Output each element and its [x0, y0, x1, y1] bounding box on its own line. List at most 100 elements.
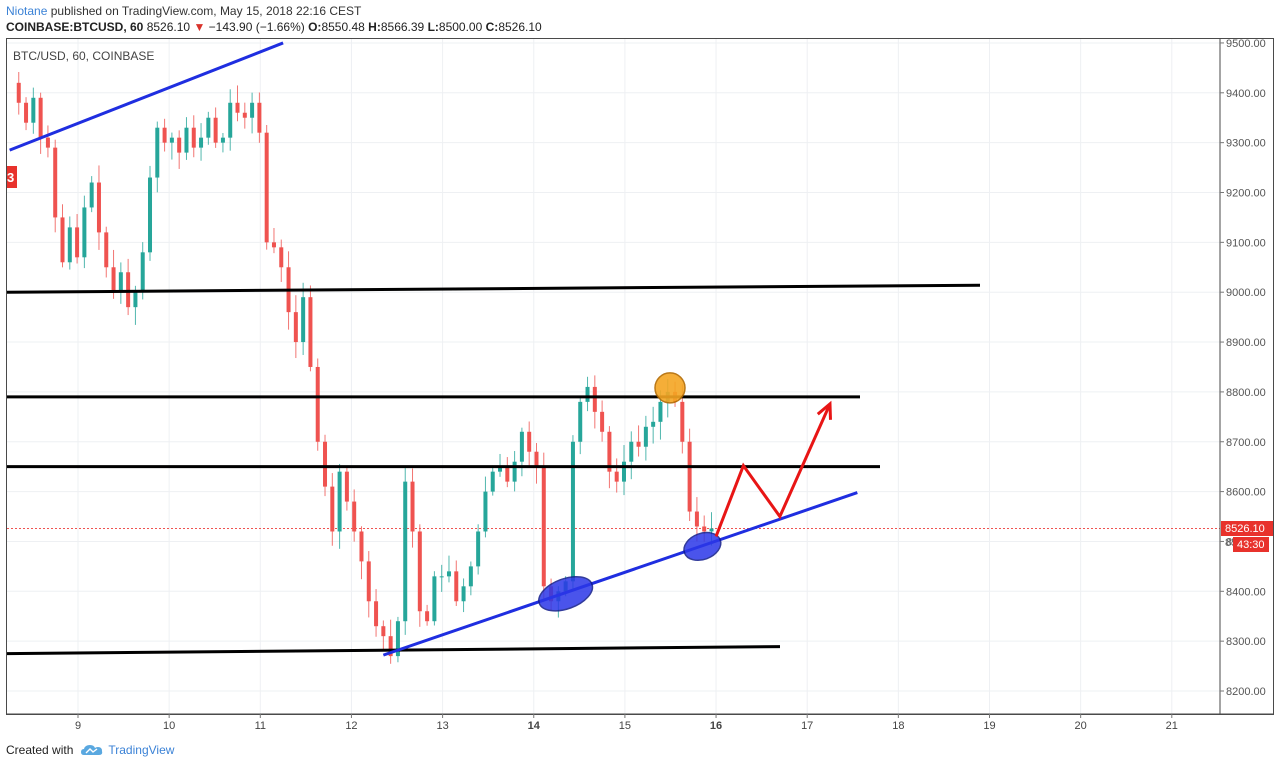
candle-body: [199, 137, 204, 148]
candle-body: [359, 531, 364, 562]
candle-body: [308, 297, 313, 367]
candle-body: [410, 481, 415, 532]
candle-body: [293, 312, 298, 343]
price-badges: 8526.10 85 43:30: [1221, 521, 1273, 552]
open-value: 8550.48: [321, 20, 365, 34]
resistance-touch-marker: [654, 372, 686, 404]
candle-body: [169, 137, 174, 143]
publish-info: published on TradingView.com, May 15, 20…: [50, 4, 362, 18]
candle-body: [60, 217, 65, 263]
candle-body: [323, 441, 328, 487]
chart-drawings: [7, 41, 981, 657]
quote-line: COINBASE:BTCUSD, 60 8526.10 ▼ −143.90 (−…: [6, 19, 542, 35]
price-tick-label: 8900.00: [1226, 337, 1266, 349]
candle-body: [417, 531, 422, 612]
support-trendline: [382, 491, 858, 657]
candle-body: [374, 601, 379, 627]
candle-body: [446, 571, 451, 577]
candle-body: [133, 292, 138, 308]
time-tick-label: 20: [1075, 720, 1087, 732]
candle-body: [31, 97, 36, 123]
candle-body: [38, 97, 43, 138]
candle-body: [403, 481, 408, 622]
candle-body: [621, 461, 626, 482]
candles: [16, 71, 714, 664]
candle-body: [476, 531, 481, 567]
candle-body: [388, 636, 393, 657]
candle-body: [177, 137, 182, 153]
price-tick-label: 9200.00: [1226, 188, 1266, 200]
tradingview-link[interactable]: TradingView: [108, 743, 175, 757]
time-tick-label: 17: [801, 720, 813, 732]
support-touch-marker: [538, 576, 594, 612]
time-axis[interactable]: 9 10 11 12 13 14 15 16 17 18 19 20 21: [75, 714, 1178, 732]
candle-body: [702, 526, 707, 532]
candle-body: [264, 132, 269, 243]
candle-body: [512, 461, 517, 482]
low-value: 8500.00: [438, 20, 483, 34]
candle-body: [395, 621, 400, 657]
time-tick-label: 16: [710, 720, 722, 732]
price-tick-label: 9400.00: [1226, 88, 1266, 100]
time-tick-label: 14: [528, 720, 541, 732]
candle-body: [629, 441, 634, 462]
candle-body: [111, 267, 116, 293]
time-tick-label: 13: [436, 720, 448, 732]
candle-body: [352, 501, 357, 532]
candle-body: [534, 451, 539, 467]
candle-body: [381, 626, 386, 637]
price-tick-label: 9100.00: [1226, 237, 1266, 249]
candle-body: [89, 182, 94, 208]
edge-badge: 3: [7, 166, 17, 188]
price-tick-label: 8700.00: [1226, 437, 1266, 449]
high-value: 8566.39: [380, 20, 425, 34]
candle-body: [184, 127, 189, 153]
candle-body: [490, 471, 495, 492]
candle-body: [337, 471, 342, 532]
change-arrow-icon: ▼: [193, 20, 206, 34]
candle-body: [213, 117, 218, 143]
candle-body: [651, 421, 656, 427]
price-tick-label: 9300.00: [1226, 138, 1266, 150]
candle-body: [75, 227, 80, 258]
candle-body: [570, 441, 575, 582]
price-tick-label: 8300.00: [1226, 636, 1266, 648]
candle-body: [527, 431, 532, 452]
candle-body: [636, 441, 641, 447]
horizontal-level-line: [7, 283, 981, 294]
candle-body: [191, 127, 196, 148]
time-tick-label: 15: [619, 720, 631, 732]
close-label: C:: [485, 20, 499, 34]
time-tick-label: 9: [75, 720, 81, 732]
candle-body: [330, 486, 335, 532]
time-tick-label: 12: [345, 720, 357, 732]
candle-body: [96, 182, 101, 233]
candle-body: [614, 471, 619, 482]
candle-body: [155, 127, 160, 178]
price-axis[interactable]: 9500.00 9400.00 9300.00 9200.00 9100.00 9000.…: [1220, 38, 1266, 698]
candle-body: [680, 401, 685, 442]
candle-body: [24, 102, 29, 123]
candle-body: [468, 566, 473, 587]
price-tick-label: 9000.00: [1226, 287, 1266, 299]
candle-body: [148, 177, 153, 253]
price-tick-label: 8400.00: [1226, 586, 1266, 598]
candle-body: [271, 242, 276, 248]
candle-body: [600, 411, 605, 432]
author-link[interactable]: Niotane: [6, 4, 48, 18]
candle-body: [140, 252, 145, 293]
edge-badge-label: 3: [7, 170, 14, 185]
candle-body: [687, 441, 692, 512]
candle-body: [541, 466, 546, 587]
price-tick-label: 8600.00: [1226, 487, 1266, 499]
high-label: H:: [368, 20, 381, 34]
candle-body: [104, 232, 109, 268]
candle-body: [432, 576, 437, 622]
candle-body: [235, 102, 240, 113]
candle-body: [607, 431, 612, 472]
symbol-timeframe: COINBASE:BTCUSD, 60: [6, 20, 144, 34]
candle-body: [658, 401, 663, 422]
created-with-label: Created with: [6, 743, 74, 757]
candle-body: [461, 586, 466, 602]
